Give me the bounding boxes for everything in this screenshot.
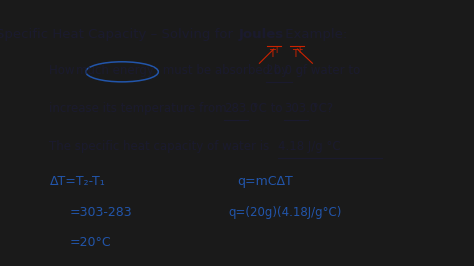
Text: The specific heat capacity of water is: The specific heat capacity of water is [49, 140, 273, 153]
Text: °C?: °C? [309, 102, 333, 115]
Text: How: How [49, 64, 79, 77]
Text: T: T [269, 49, 274, 59]
Text: q=(20g)(4.18J/g°C): q=(20g)(4.18J/g°C) [229, 206, 342, 219]
Text: Specific Heat Capacity – Solving for: Specific Heat Capacity – Solving for [0, 28, 237, 41]
Text: T: T [292, 49, 298, 59]
Text: 20.0 g: 20.0 g [266, 64, 304, 77]
Text: Joules: Joules [238, 28, 283, 41]
Text: F: F [298, 46, 302, 55]
Text: =303-283: =303-283 [70, 206, 133, 219]
Text: 303.0: 303.0 [284, 102, 317, 115]
Text: ΔT=T₂-T₁: ΔT=T₂-T₁ [49, 174, 105, 188]
Text: increase its temperature from: increase its temperature from [49, 102, 231, 115]
Text: I: I [275, 46, 277, 55]
Text: °C to: °C to [249, 102, 286, 115]
Text: q=mCΔT: q=mCΔT [237, 174, 293, 188]
Text: =20°C: =20°C [70, 236, 111, 249]
Text: must be absorbed by: must be absorbed by [159, 64, 292, 77]
Text: of water to: of water to [292, 64, 361, 77]
Text: 4.18 J/g °C: 4.18 J/g °C [278, 140, 340, 153]
Text: Example:: Example: [281, 28, 347, 41]
Text: 283.0: 283.0 [224, 102, 257, 115]
Text: much energy: much energy [75, 64, 154, 77]
